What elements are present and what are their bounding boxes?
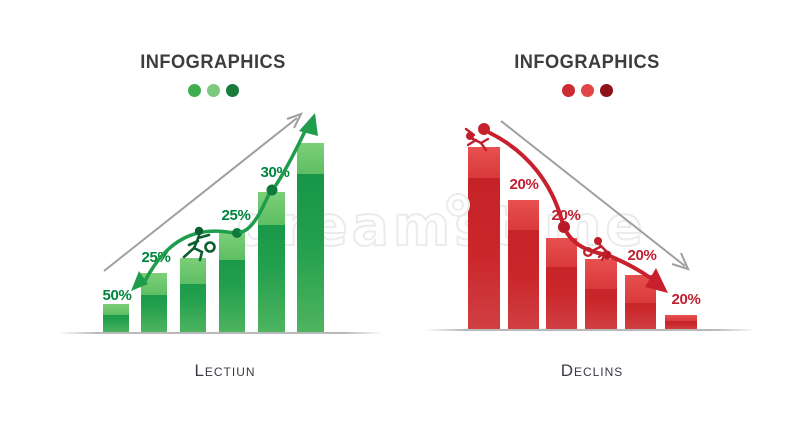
bar — [508, 200, 539, 330]
percent-label: 30% — [260, 164, 290, 181]
legend-dots-growth — [188, 84, 239, 97]
chart-caption-growth: Lectiun — [194, 361, 256, 380]
legend-dot — [600, 84, 613, 97]
running-person-icon — [182, 226, 216, 262]
bar — [585, 259, 617, 330]
bar — [219, 232, 245, 333]
bar — [180, 258, 206, 333]
bar-cap — [468, 147, 500, 178]
bar — [468, 147, 500, 330]
chart-caption-decline: Declins — [560, 361, 624, 380]
legend-dot — [188, 84, 201, 97]
bar-cap — [141, 273, 167, 295]
bar-cap — [508, 200, 539, 230]
bar — [141, 273, 167, 333]
percent-label: 20% — [509, 176, 539, 193]
axis-baseline — [424, 329, 756, 331]
percent-label: 25% — [141, 249, 171, 266]
bar-cap — [625, 275, 656, 303]
sliding-person-icon — [583, 237, 608, 262]
percent-label: 50% — [102, 287, 132, 304]
legend-dot — [562, 84, 575, 97]
bar — [297, 143, 324, 333]
bar-cap — [258, 192, 285, 225]
bar-cap — [103, 304, 129, 315]
bar-cap — [180, 258, 206, 284]
bar-cap — [297, 143, 324, 174]
chart-title-decline: INFOGRAPHICS — [514, 52, 660, 73]
percent-label: 20% — [627, 247, 657, 264]
legend-dot — [207, 84, 220, 97]
registered-mark-icon — [446, 193, 470, 217]
axis-baseline — [58, 332, 383, 334]
bar-cap — [585, 259, 617, 289]
bar — [625, 275, 656, 330]
bar-cap — [219, 232, 245, 260]
legend-dot — [581, 84, 594, 97]
bar — [546, 238, 577, 330]
chart-title-growth: INFOGRAPHICS — [140, 52, 286, 73]
percent-label: 20% — [671, 291, 701, 308]
bar-cap — [665, 315, 697, 321]
bar — [665, 315, 697, 330]
bar — [103, 304, 129, 333]
legend-dots-decline — [562, 84, 613, 97]
bar-cap — [546, 238, 577, 267]
legend-dot — [226, 84, 239, 97]
bar — [258, 192, 285, 333]
percent-label: 20% — [551, 207, 581, 224]
percent-label: 25% — [221, 207, 251, 224]
